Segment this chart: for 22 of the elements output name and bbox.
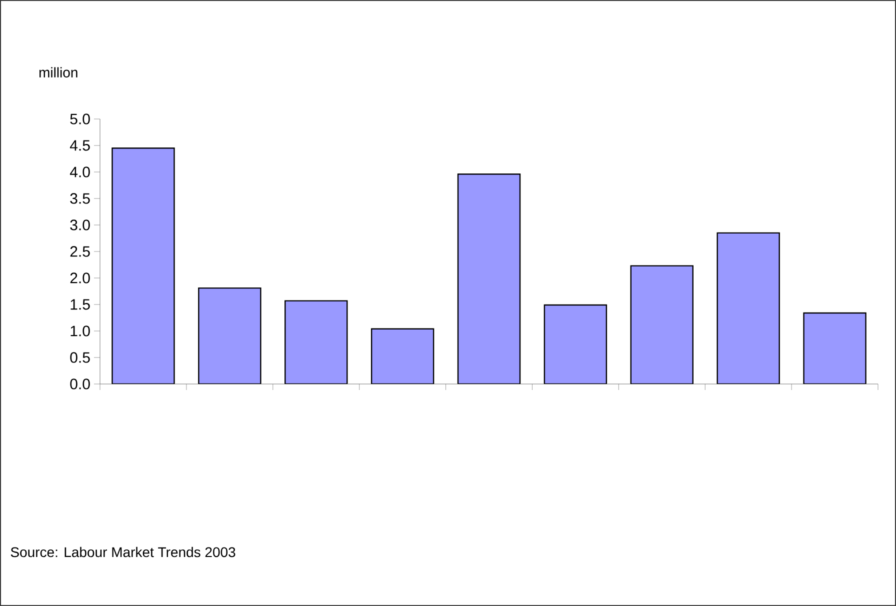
y-tick-label: 2.0 xyxy=(70,272,90,284)
y-tick-label: 5.0 xyxy=(70,114,90,124)
bar xyxy=(112,148,175,384)
y-tick-label: 4.0 xyxy=(70,166,90,178)
y-tick-label: 1.5 xyxy=(70,299,90,310)
bar xyxy=(284,300,348,384)
bar xyxy=(198,287,262,384)
y-tick-label: 3.5 xyxy=(70,193,90,204)
y-tick-label: 0.5 xyxy=(70,352,90,363)
source-note: Source: Labour Market Trends 2003 xyxy=(10,546,236,558)
y-tick-label: 3.0 xyxy=(70,220,90,230)
bar xyxy=(630,265,694,384)
y-tick-label: 1.0 xyxy=(70,326,90,336)
y-tick-label: 2.5 xyxy=(70,246,90,257)
bar xyxy=(370,328,434,384)
bar xyxy=(544,304,608,384)
bar xyxy=(457,174,521,384)
y-axis-title: million xyxy=(39,67,78,78)
bar xyxy=(803,312,866,384)
y-tick-label: 4.5 xyxy=(70,140,90,151)
bar xyxy=(716,232,780,384)
y-tick-label: 0.0 xyxy=(70,378,90,390)
